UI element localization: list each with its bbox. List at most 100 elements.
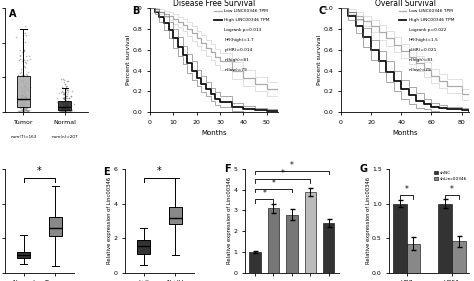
Point bbox=[21, 91, 28, 96]
Point bbox=[18, 106, 25, 110]
Point bbox=[20, 98, 28, 103]
Point bbox=[64, 96, 71, 101]
Text: *: * bbox=[37, 166, 42, 176]
Point bbox=[67, 101, 75, 105]
Point bbox=[61, 99, 69, 103]
Point bbox=[61, 107, 68, 112]
Text: C: C bbox=[319, 6, 326, 16]
Point bbox=[60, 110, 68, 114]
Point bbox=[66, 103, 73, 107]
Point bbox=[18, 97, 26, 101]
Point bbox=[21, 94, 28, 98]
Point bbox=[62, 108, 69, 113]
Bar bbox=[305, 192, 316, 273]
Point bbox=[18, 108, 26, 112]
Point bbox=[60, 107, 68, 111]
Point bbox=[63, 94, 71, 98]
Point bbox=[56, 109, 64, 114]
Point bbox=[61, 108, 68, 113]
Point bbox=[20, 58, 27, 62]
Point bbox=[61, 101, 68, 106]
Point bbox=[60, 91, 68, 96]
Point bbox=[20, 105, 27, 110]
Point bbox=[19, 106, 27, 111]
PathPatch shape bbox=[137, 240, 150, 253]
Point bbox=[20, 49, 27, 53]
Text: n(high)=81: n(high)=81 bbox=[225, 58, 249, 62]
Point bbox=[23, 27, 31, 32]
Point bbox=[19, 80, 27, 85]
Point bbox=[21, 102, 29, 107]
Point bbox=[64, 101, 71, 106]
Y-axis label: Percent survival: Percent survival bbox=[126, 35, 131, 85]
Point bbox=[57, 108, 65, 113]
Point bbox=[22, 106, 30, 110]
Point bbox=[61, 109, 69, 113]
Point bbox=[23, 80, 30, 85]
Point bbox=[22, 94, 29, 98]
Point bbox=[62, 109, 69, 113]
Point bbox=[19, 102, 27, 107]
Point bbox=[20, 84, 28, 89]
Point bbox=[65, 108, 73, 112]
PathPatch shape bbox=[169, 207, 182, 224]
Point bbox=[20, 96, 28, 101]
Point bbox=[21, 94, 28, 98]
Title: Disease Free Survival: Disease Free Survival bbox=[173, 0, 255, 8]
Point bbox=[18, 93, 25, 98]
Point bbox=[57, 108, 65, 113]
Y-axis label: Percent survival: Percent survival bbox=[317, 35, 322, 85]
Point bbox=[61, 82, 69, 87]
Point bbox=[18, 108, 26, 113]
Point bbox=[62, 108, 70, 112]
Point bbox=[16, 53, 24, 58]
Point bbox=[25, 70, 32, 74]
Point bbox=[62, 105, 69, 110]
Point bbox=[20, 101, 27, 106]
X-axis label: Months: Months bbox=[201, 130, 227, 136]
Point bbox=[18, 94, 26, 99]
Point bbox=[64, 109, 71, 114]
Point bbox=[65, 95, 73, 100]
Point bbox=[22, 106, 30, 110]
Point bbox=[64, 83, 71, 88]
Point bbox=[64, 90, 72, 94]
Point bbox=[67, 108, 74, 113]
Point bbox=[20, 87, 28, 91]
Point bbox=[64, 106, 72, 110]
Point bbox=[60, 106, 67, 111]
Point bbox=[20, 48, 28, 53]
Point bbox=[18, 97, 26, 101]
Point bbox=[57, 105, 65, 110]
Point bbox=[61, 105, 68, 110]
Point bbox=[62, 108, 70, 113]
Point bbox=[22, 24, 29, 28]
Point bbox=[70, 102, 77, 106]
Point bbox=[20, 68, 27, 72]
Point bbox=[21, 65, 29, 69]
Point bbox=[61, 108, 69, 112]
Point bbox=[63, 85, 70, 89]
Point bbox=[15, 98, 22, 102]
Point bbox=[26, 57, 34, 61]
Point bbox=[20, 98, 27, 102]
Point bbox=[54, 104, 61, 108]
Point bbox=[19, 110, 27, 114]
Point bbox=[62, 100, 69, 105]
Point bbox=[23, 109, 30, 113]
Point bbox=[16, 101, 23, 106]
Point bbox=[19, 99, 27, 104]
Point bbox=[58, 109, 66, 114]
Point bbox=[21, 99, 28, 104]
Point bbox=[22, 108, 29, 112]
Point bbox=[64, 106, 72, 110]
Point bbox=[20, 106, 28, 111]
Point bbox=[63, 79, 70, 83]
Point bbox=[58, 105, 65, 109]
Bar bbox=[407, 244, 420, 273]
Point bbox=[66, 108, 74, 113]
Point bbox=[22, 53, 29, 58]
Point bbox=[19, 61, 27, 65]
Point bbox=[19, 96, 27, 101]
Point bbox=[17, 98, 25, 103]
